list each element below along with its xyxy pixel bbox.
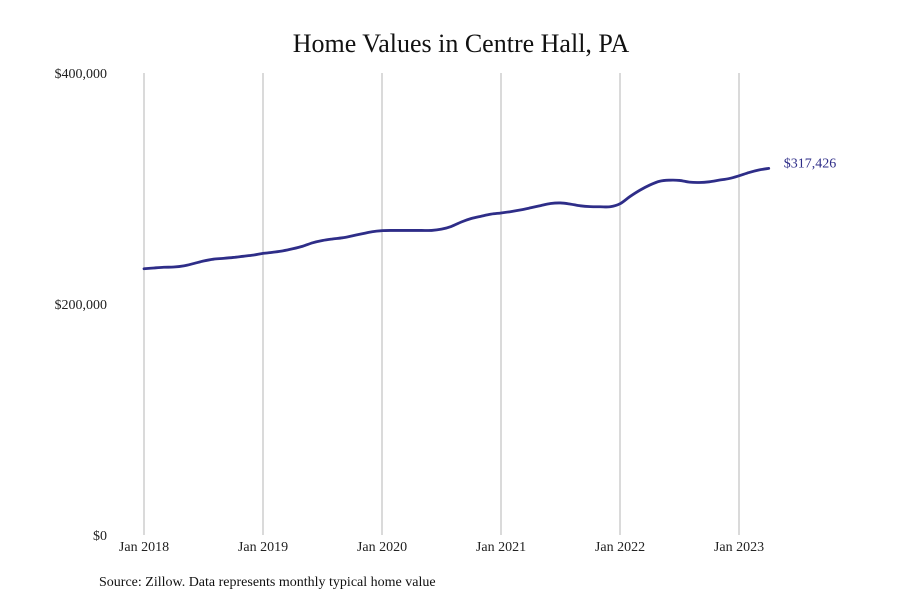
x-tick-label: Jan 2021 bbox=[476, 540, 526, 555]
x-tick-label: Jan 2022 bbox=[595, 540, 645, 555]
x-gridlines bbox=[143, 73, 740, 535]
y-tick-label: $400,000 bbox=[55, 67, 108, 82]
x-tick-label: Jan 2020 bbox=[357, 540, 407, 555]
y-tick-label: $0 bbox=[93, 529, 107, 544]
x-tick-label: Jan 2023 bbox=[714, 540, 764, 555]
series-line bbox=[142, 166, 771, 271]
y-axis-tick-labels: $0 $200,000 $400,000 bbox=[55, 67, 108, 544]
x-tick-label: Jan 2019 bbox=[238, 540, 288, 555]
chart-title: Home Values in Centre Hall, PA bbox=[293, 29, 630, 58]
x-axis-tick-labels: Jan 2018 Jan 2019 Jan 2020 Jan 2021 Jan 2022… bbox=[119, 540, 764, 555]
x-tick-label: Jan 2018 bbox=[119, 540, 169, 555]
source-note: Source: Zillow. Data represents monthly … bbox=[99, 575, 436, 590]
y-tick-label: $200,000 bbox=[55, 298, 108, 313]
end-value-label: $317,426 bbox=[784, 156, 837, 171]
